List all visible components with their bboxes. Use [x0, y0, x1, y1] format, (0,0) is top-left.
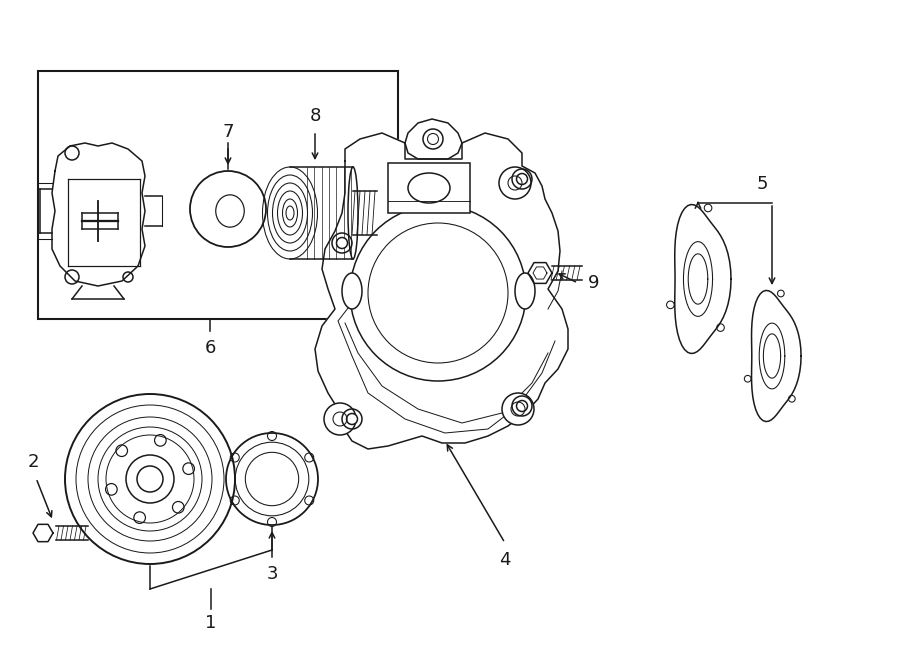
Text: 9: 9 — [588, 274, 599, 292]
Circle shape — [346, 414, 357, 424]
Text: 7: 7 — [222, 123, 234, 141]
Circle shape — [517, 401, 527, 412]
Text: 3: 3 — [266, 565, 278, 583]
Circle shape — [324, 403, 356, 435]
Bar — [388, 163, 470, 213]
Text: 6: 6 — [204, 339, 216, 357]
Circle shape — [502, 393, 534, 425]
Circle shape — [499, 167, 531, 199]
Polygon shape — [752, 290, 801, 422]
Circle shape — [337, 237, 347, 249]
Text: 1: 1 — [205, 614, 217, 632]
Polygon shape — [315, 133, 568, 449]
Text: 8: 8 — [310, 107, 320, 125]
Polygon shape — [675, 204, 731, 354]
Circle shape — [517, 173, 527, 184]
Polygon shape — [405, 119, 462, 159]
Text: 4: 4 — [500, 551, 511, 569]
Polygon shape — [52, 143, 145, 286]
Bar — [38, 71, 398, 319]
Text: 2: 2 — [27, 453, 39, 471]
Ellipse shape — [342, 273, 362, 309]
Text: 5: 5 — [756, 175, 768, 193]
Ellipse shape — [515, 273, 535, 309]
